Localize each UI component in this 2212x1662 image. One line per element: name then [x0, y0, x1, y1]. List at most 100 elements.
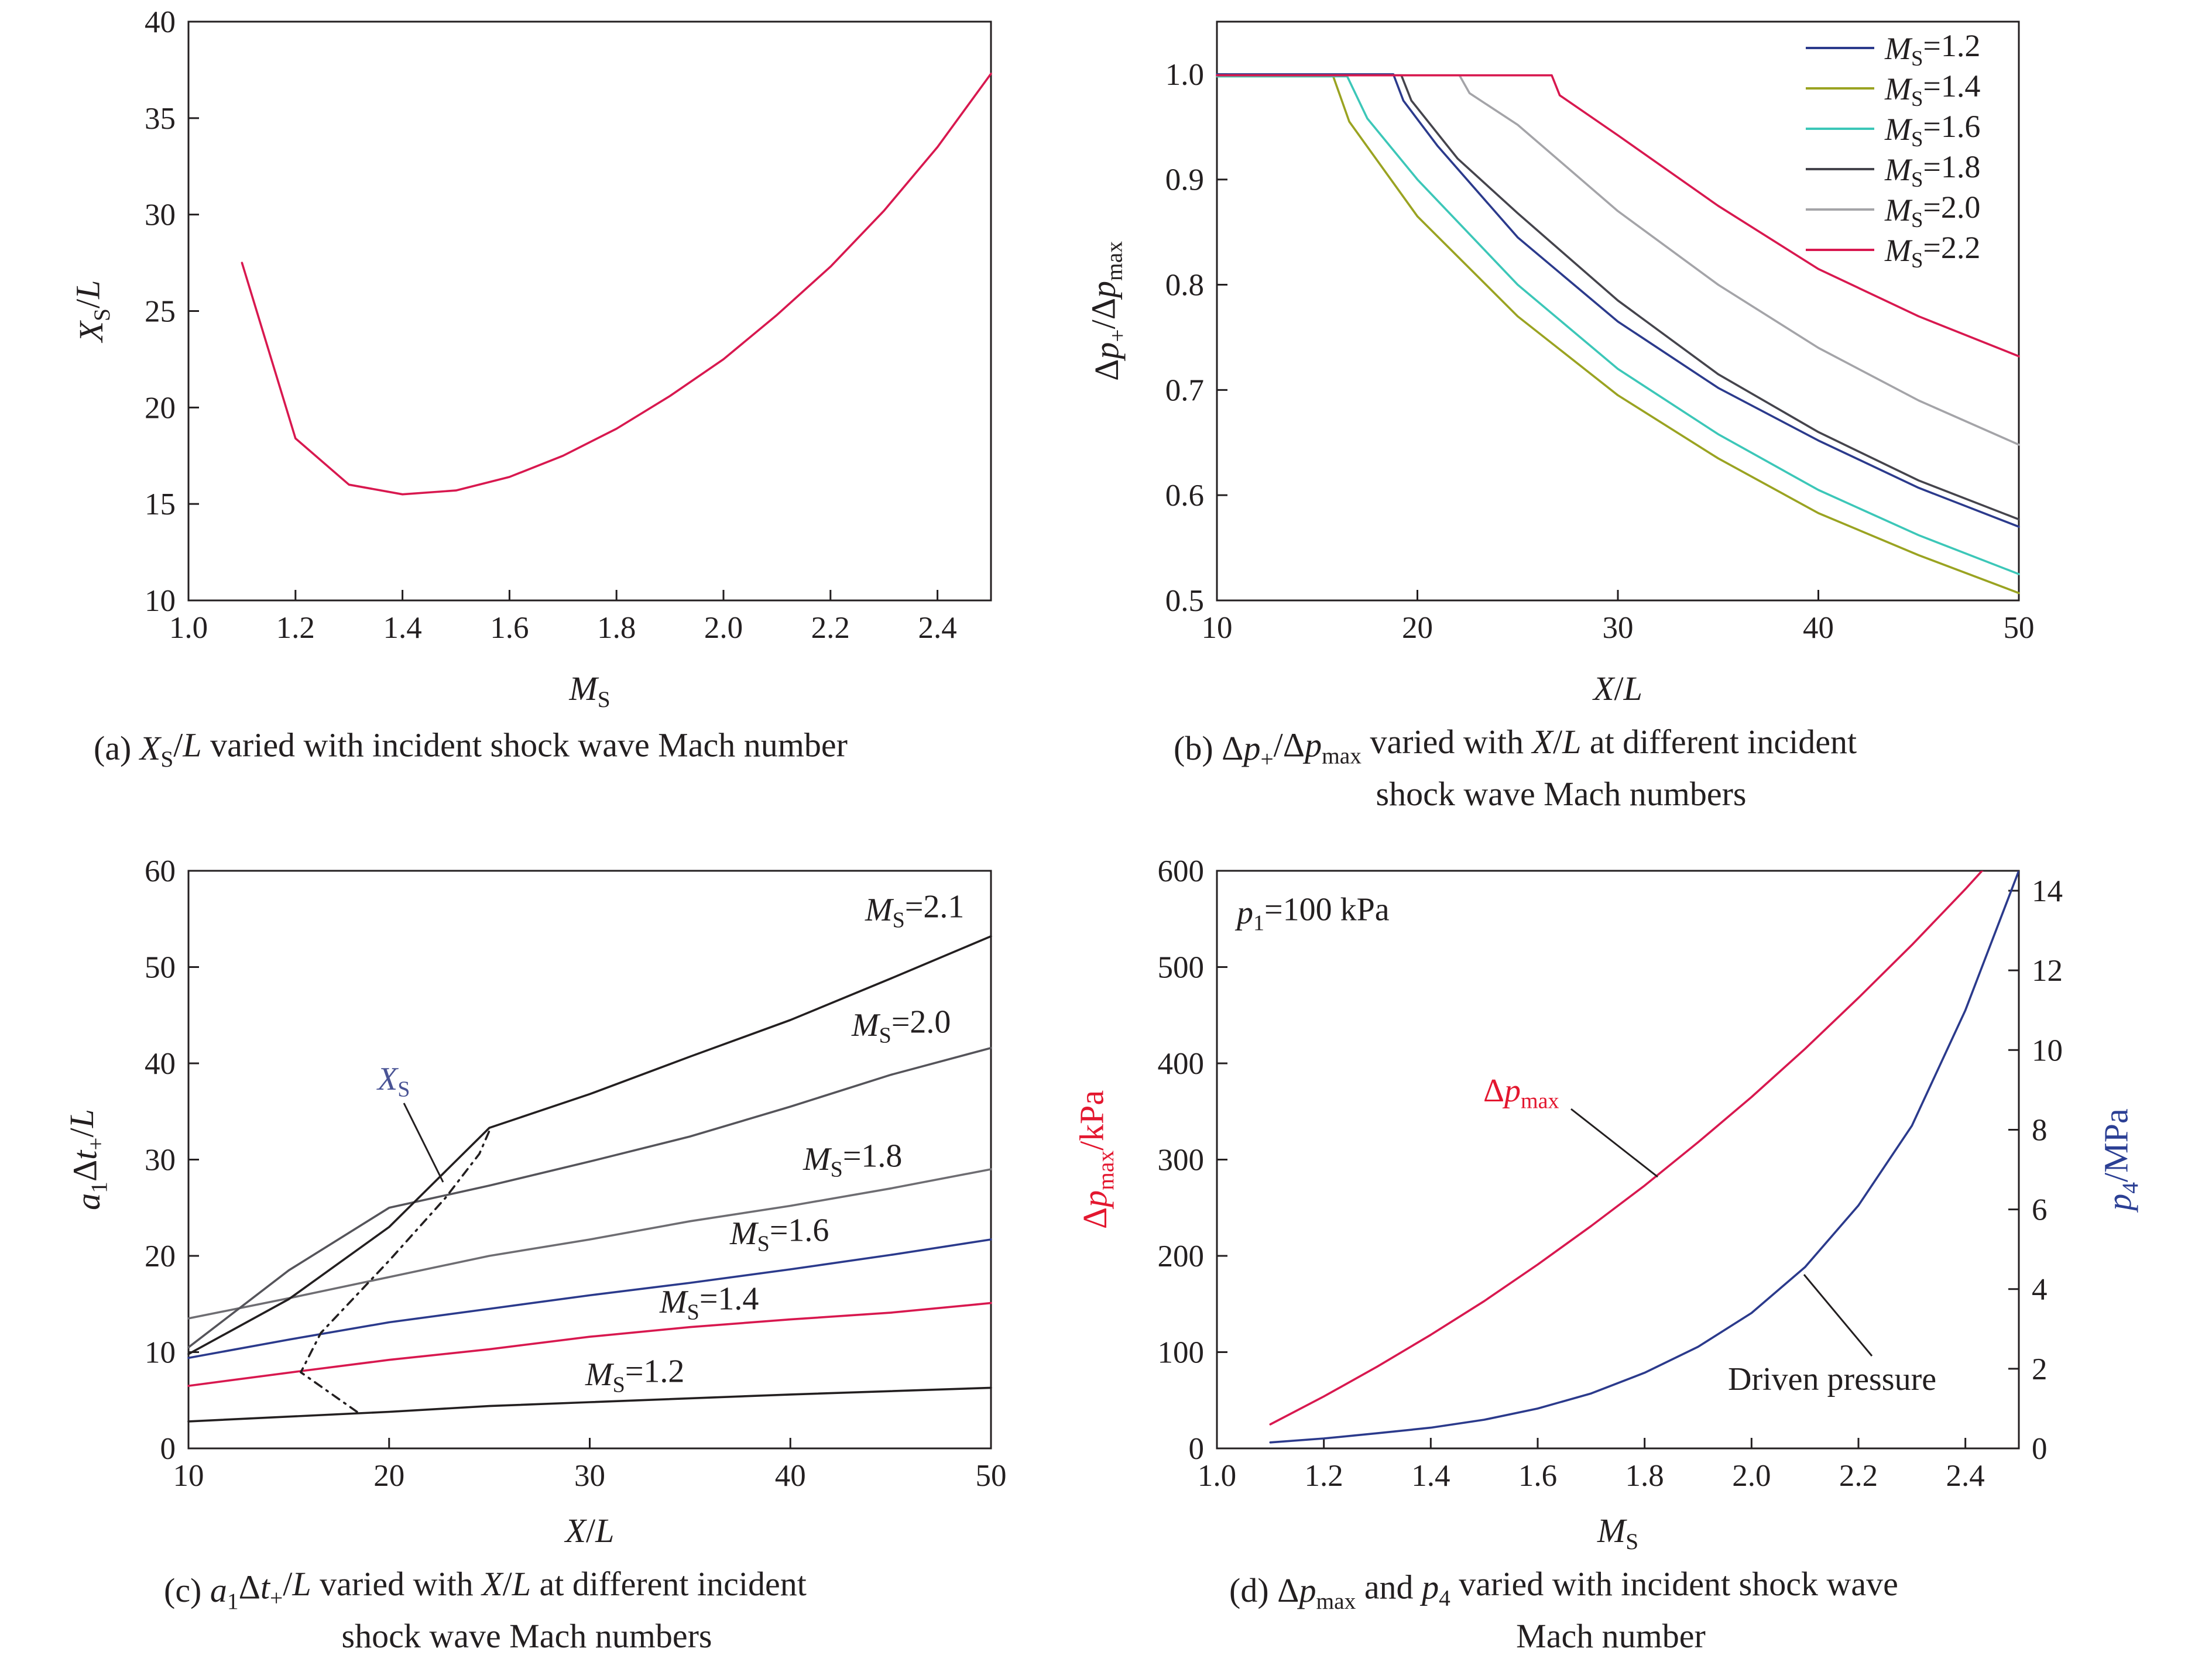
series-group-d — [1269, 871, 2019, 1444]
series-line-1.6 — [1216, 75, 2020, 575]
x-tick-label: 2.2 — [1839, 1459, 1878, 1493]
y-tick-label: 200 — [1158, 1239, 1205, 1273]
y-tick-label: 50 — [145, 951, 176, 985]
caption-c-line2: shock wave Mach numbers — [342, 1617, 712, 1655]
y-tick-label: 20 — [145, 1239, 176, 1273]
y-tick-label: 0 — [160, 1432, 176, 1466]
series-line-driven-pressure — [1269, 871, 2019, 1444]
y-right-tick-label: 4 — [2032, 1273, 2048, 1307]
x-axis-title: MS — [568, 669, 610, 712]
y-tick-label: 30 — [145, 198, 176, 232]
x-tick-label: 10 — [1202, 611, 1233, 645]
y-right-tick-label: 6 — [2032, 1193, 2048, 1227]
series-label: MS=2.1 — [865, 889, 964, 933]
y-right-tick-label: 2 — [2032, 1352, 2048, 1386]
series-line-1.2 — [187, 1386, 992, 1423]
y-tick-label: 600 — [1158, 854, 1205, 888]
xs-label: XS — [376, 1061, 410, 1101]
y-tick-label: 100 — [1158, 1336, 1205, 1370]
dpmax-leader-line — [1570, 1108, 1658, 1178]
series-line-xs — [241, 73, 992, 496]
x-tick-label: 1.6 — [490, 611, 529, 645]
series-line-dpmax — [1269, 871, 1984, 1426]
annotation-p1: p1=100 kPa — [1234, 892, 1390, 936]
legend-label: MS=2.0 — [1884, 190, 1980, 232]
legend-label: MS=1.4 — [1884, 68, 1980, 111]
y-axis-title: Δp+/Δpmax — [1084, 241, 1130, 381]
caption-b-line2: shock wave Mach numbers — [1376, 775, 1747, 813]
x-axis-title: MS — [1597, 1512, 1638, 1554]
x-tick-label: 30 — [1603, 611, 1634, 645]
series-label: MS=1.2 — [585, 1354, 684, 1397]
y-tick-label: 1.0 — [1165, 58, 1204, 92]
y-right-axis-title: p4/MPa — [2097, 1108, 2142, 1213]
y-tick-label: 0.5 — [1165, 584, 1204, 618]
legend-label: MS=1.6 — [1884, 109, 1980, 151]
y-tick-label: 40 — [145, 5, 176, 39]
y-tick-label: 300 — [1158, 1144, 1205, 1177]
y-tick-label: 10 — [145, 1336, 176, 1370]
caption-d-line1: (d) Δpmax and p4 varied with incident sh… — [1229, 1565, 1898, 1614]
driven-pressure-label: Driven pressure — [1728, 1361, 1936, 1397]
y-right-tick-label: 8 — [2032, 1113, 2048, 1147]
y-tick-label: 15 — [145, 487, 176, 521]
y-tick-label: 10 — [145, 584, 176, 618]
y-tick-label: 400 — [1158, 1047, 1205, 1081]
y-tick-label: 40 — [145, 1047, 176, 1081]
series-line-1.8 — [187, 1168, 992, 1320]
caption-b-line1: (b) Δp+/Δpmax varied with X/L at differe… — [1174, 723, 1857, 772]
y-tick-label: 500 — [1158, 951, 1205, 985]
x-tick-label: 40 — [1803, 611, 1834, 645]
chart-b: 10 20 30 40 50 0.5 0.6 0.7 0.8 0.9 1.0 MS=1.2MS=1.4… — [1084, 20, 2035, 813]
xs-leader-line — [403, 1103, 444, 1183]
y-tick-label: 60 — [145, 854, 176, 888]
y-tick-label: 20 — [145, 391, 176, 425]
x-tick-label: 10 — [173, 1459, 204, 1493]
x-tick-label: 1.8 — [597, 611, 636, 645]
y-right-tick-label: 12 — [2032, 954, 2063, 988]
x-tick-label: 20 — [373, 1459, 404, 1493]
x-tick-label: 2.4 — [1946, 1459, 1985, 1493]
series-line-1.2 — [1216, 73, 2020, 528]
y-tick-label: 0.6 — [1165, 479, 1204, 513]
series-line-1.6 — [187, 1238, 992, 1359]
series-line-2.1 — [187, 935, 992, 1355]
series-label: MS=1.8 — [803, 1138, 902, 1182]
series-line-1.4 — [187, 1302, 992, 1387]
legend-label: MS=1.2 — [1884, 28, 1980, 70]
x-tick-label: 1.4 — [383, 611, 421, 645]
series-label: MS=1.4 — [659, 1281, 759, 1325]
y-tick-label: 0 — [1189, 1432, 1205, 1466]
x-tick-label: 2.0 — [704, 611, 743, 645]
x-tick-label: 1.8 — [1625, 1459, 1664, 1493]
legend-label: MS=1.8 — [1884, 149, 1980, 191]
caption-d-line2: Mach number — [1516, 1617, 1706, 1655]
y-right-tick-label: 14 — [2032, 874, 2063, 908]
y-tick-label: 25 — [145, 295, 176, 329]
driven-pressure-leader-line — [1803, 1274, 1873, 1357]
chart-d: 1.0 1.2 1.4 1.6 1.8 2.0 2.2 2.40100200300400500… — [1072, 854, 2142, 1655]
x-tick-label: 40 — [775, 1459, 806, 1493]
series-label: MS=1.6 — [729, 1213, 829, 1256]
plot-frame-b — [1216, 20, 2020, 602]
x-tick-label: 1.6 — [1518, 1459, 1557, 1493]
y-left-axis-title: Δpmax/kPa — [1072, 1090, 1118, 1229]
x-tick-label: 1.2 — [276, 611, 315, 645]
y-axis-title: a1Δt+/L — [63, 1109, 112, 1210]
x-tick-label: 2.4 — [918, 611, 956, 645]
series-label: MS=2.0 — [851, 1004, 951, 1048]
series-line-2.2 — [1216, 74, 2020, 358]
chart-c: 10 20 30 40 500102030405060MS=2.1MS=2.0MS=1.… — [63, 854, 1007, 1655]
series-line-2.0 — [187, 1046, 992, 1349]
x-tick-label: 50 — [2004, 611, 2035, 645]
dpmax-label: Δpmax — [1483, 1073, 1559, 1113]
x-tick-label: 1.0 — [169, 611, 208, 645]
caption-c-line1: (c) a1Δt+/L varied with X/L at different… — [164, 1565, 807, 1614]
y-tick-label: 30 — [145, 1144, 176, 1177]
y-right-tick-label: 10 — [2032, 1033, 2063, 1067]
y-tick-label: 0.8 — [1165, 269, 1204, 303]
x-tick-label: 50 — [976, 1459, 1007, 1493]
series-line-xs — [300, 1129, 491, 1413]
x-tick-label: 2.0 — [1732, 1459, 1771, 1493]
